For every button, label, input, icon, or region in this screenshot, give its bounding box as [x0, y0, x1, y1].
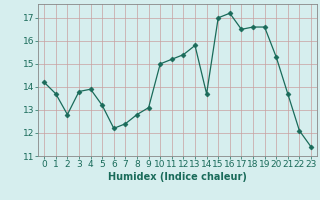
X-axis label: Humidex (Indice chaleur): Humidex (Indice chaleur) [108, 172, 247, 182]
